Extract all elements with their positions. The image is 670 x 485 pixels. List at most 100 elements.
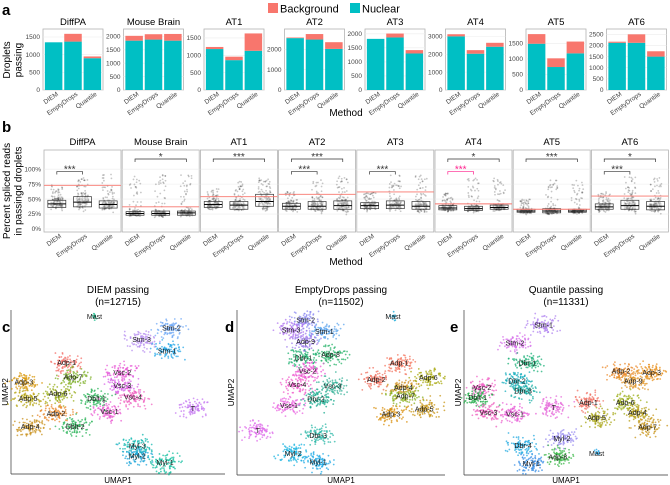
jitter-point <box>59 201 61 203</box>
cluster-point <box>46 386 49 388</box>
cluster-point <box>59 404 62 407</box>
jitter-point <box>162 209 165 211</box>
jitter-point <box>658 177 661 179</box>
significance-label: *** <box>233 152 245 163</box>
cluster-point <box>152 335 155 338</box>
jitter-point <box>61 188 64 191</box>
jitter-point <box>366 192 368 194</box>
jitter-point <box>335 183 338 186</box>
jitter-point <box>580 197 582 199</box>
significance-label: *** <box>311 152 323 163</box>
jitter-point <box>84 199 87 202</box>
cluster-point <box>22 374 25 376</box>
jitter-point <box>206 191 209 193</box>
jitter-point <box>61 201 64 203</box>
jitter-point <box>216 190 219 193</box>
cluster-point <box>119 366 122 369</box>
jitter-point <box>578 189 580 192</box>
cluster-point <box>126 401 129 404</box>
jitter-point <box>417 209 419 212</box>
jitter-point <box>51 198 54 201</box>
bar-background <box>244 33 263 51</box>
jitter-point <box>651 188 654 191</box>
jitter-point <box>604 211 607 213</box>
bar-background <box>566 41 585 54</box>
jitter-point <box>84 194 87 197</box>
jitter-point <box>128 204 131 206</box>
jitter-point <box>51 192 54 195</box>
jitter-point <box>393 182 396 185</box>
jitter-point <box>81 199 83 202</box>
jitter-point <box>284 209 287 212</box>
bar-nuclear <box>83 58 102 90</box>
jitter-point <box>57 194 60 197</box>
cluster-point <box>187 328 190 331</box>
cluster-point <box>20 433 22 436</box>
cluster-point <box>108 381 111 384</box>
jitter-point <box>288 200 290 203</box>
jitter-point <box>106 196 108 199</box>
cluster-point <box>38 400 41 403</box>
cluster-point <box>153 343 156 346</box>
jitter-point <box>420 209 423 212</box>
cluster-point <box>43 395 46 398</box>
jitter-point <box>388 192 391 195</box>
jitter-point <box>85 204 87 206</box>
jitter-point <box>320 185 323 188</box>
significance-label: *** <box>455 165 467 176</box>
cluster-point <box>69 386 72 389</box>
jitter-point <box>525 213 528 216</box>
cluster-point <box>89 376 92 379</box>
cluster-point <box>54 407 57 410</box>
cluster-point <box>85 431 88 434</box>
jitter-point <box>266 185 268 188</box>
cluster-point <box>58 356 61 359</box>
jitter-point <box>257 186 260 188</box>
cluster-point <box>114 365 117 367</box>
cluster-point <box>137 377 140 380</box>
cluster-point <box>48 383 51 386</box>
jitter-point <box>186 188 188 191</box>
bar-background <box>125 35 143 41</box>
cluster-point <box>56 386 59 388</box>
cluster-point <box>57 375 60 378</box>
jitter-point <box>80 192 83 195</box>
jitter-point <box>87 198 90 200</box>
cluster-point <box>142 349 144 352</box>
jitter-point <box>341 191 344 193</box>
facet-title: AT6 <box>622 137 639 148</box>
jitter-point <box>442 199 444 202</box>
cluster-point <box>45 405 47 407</box>
cluster-point <box>56 377 59 380</box>
jitter-point <box>397 185 400 187</box>
legend-swatch-nuclear <box>350 3 360 13</box>
cluster-point <box>173 343 176 346</box>
bar-background <box>486 42 504 47</box>
cluster-point <box>163 333 166 336</box>
cluster-point <box>132 375 135 377</box>
cluster-point <box>176 349 179 352</box>
cluster-point <box>143 390 145 393</box>
cluster-point <box>166 322 169 325</box>
jitter-point <box>522 202 525 204</box>
jitter-point <box>605 196 608 199</box>
jitter-point <box>389 195 391 198</box>
significance-label: *** <box>611 165 623 176</box>
jitter-point <box>77 202 80 205</box>
jitter-point <box>443 199 446 202</box>
cluster-point <box>69 366 72 369</box>
jitter-point <box>85 202 88 205</box>
y-tick-label: 500 <box>110 74 121 81</box>
jitter-point <box>54 200 57 203</box>
cluster-point <box>52 407 55 410</box>
jitter-point <box>400 185 402 188</box>
jitter-point <box>502 191 505 194</box>
jitter-point <box>108 191 111 194</box>
jitter-point <box>260 179 263 181</box>
jitter-point <box>493 191 496 193</box>
cluster-point <box>36 414 39 417</box>
